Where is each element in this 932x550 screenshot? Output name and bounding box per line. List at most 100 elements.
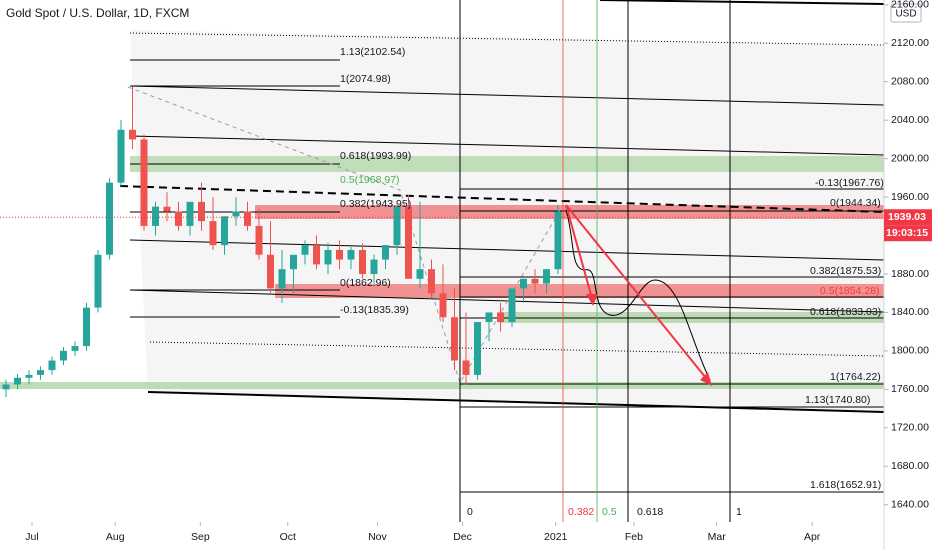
annotation: 0.5 [602,506,617,518]
annotation: 0.618(1993.99) [340,150,411,162]
candle-body [198,201,205,222]
annotation: 1(1764.22) [830,371,881,383]
candle-body [221,216,228,246]
candle-body [60,350,67,361]
candle-body [393,206,401,246]
candle-body [554,211,562,270]
candle-body [267,254,274,289]
candle-body [543,269,550,284]
x-tick-label: Oct [280,531,296,543]
chart-title: Gold Spot / U.S. Dollar, 1D, FXCM [6,6,189,20]
candle-body [244,211,251,226]
annotation: 1.13(2102.54) [340,46,405,58]
fib-zone-green [130,156,884,172]
y-tick-label: 1680.00 [891,460,929,472]
annotation: 1.13(1740.80) [805,394,870,406]
x-tick-label: Mar [708,531,727,543]
x-tick-label: Dec [453,531,472,543]
y-tick-label: 1720.00 [891,422,929,434]
forecast-arrows [565,204,712,386]
candle-body [83,307,90,347]
candle-body [278,269,286,289]
y-tick-label: 1640.00 [891,498,929,510]
annotation: 1 [736,506,742,518]
candle-body [416,269,424,279]
annotation: 1(2074.98) [340,73,391,85]
countdown: 19:03:15 [886,227,928,239]
candle-body [25,374,33,378]
currency: USD [895,9,916,20]
x-tick-label: Nov [368,531,387,543]
candle-body [324,249,332,265]
candle-body [336,249,343,260]
candle-body [497,312,504,323]
y-tick-label: 1960.00 [891,191,929,203]
fib-zone-green [0,382,884,389]
candle-body [439,293,447,318]
annotation: -0.13(1967.76) [815,177,884,189]
candle-body [301,245,309,255]
candle-body [359,249,366,274]
fib-zone-red [275,284,884,298]
candle-body [175,211,182,226]
candle-body [508,288,516,323]
annotation: 0(1862.96) [340,277,391,289]
candle-body [71,346,79,351]
candle-body [140,139,148,226]
candle-body [531,278,539,284]
candle-body [2,384,10,390]
shaded-zone [130,30,884,412]
countdown-tag [884,225,932,242]
last-price: 1939.03 [888,211,926,223]
y-tick-label: 1840.00 [891,306,929,318]
y-tick-label: 2160.00 [891,0,929,11]
x-tick-label: Aug [106,531,125,543]
y-tick-label: 2040.00 [891,114,929,126]
x-tick-label: Sep [191,531,210,543]
annotation: 0.5(1854.28) [820,285,880,297]
candle-body [485,312,493,323]
candle-body [462,360,470,375]
candle-body [163,206,171,212]
annotation: 0.382(1943.95) [340,198,411,210]
candle-body [347,249,355,260]
candle-body [232,211,240,217]
y-tick-label: 2000.00 [891,152,929,164]
candle-body [520,278,527,289]
fib-zone-red [255,205,884,219]
annotation: 1.618(1652.91) [810,479,881,491]
annotation: 0.618(1833.03) [810,306,881,318]
candle-body [382,245,389,260]
candle-body [94,254,102,308]
candle-body [451,317,458,361]
x-tick-label: Jul [25,531,38,543]
y-tick-label: 1800.00 [891,345,929,357]
annotation: 0.5(1968.97) [340,174,400,186]
candle-body [370,259,378,274]
x-tick-label: Feb [625,531,643,543]
candle-body [14,377,21,385]
last-price-tag [884,209,932,226]
x-tick-label: 2021 [544,531,568,543]
candle-body [405,206,412,279]
candle-body [428,269,435,294]
y-tick-label: 1880.00 [891,268,929,280]
candle-body [48,360,56,371]
annotation: -0.13(1835.39) [340,304,409,316]
annotation: 0.382 [568,506,594,518]
candle-body [117,129,125,183]
x-tick-label: Apr [804,531,821,543]
y-tick-label: 2120.00 [891,37,929,49]
candle-body [152,206,159,226]
annotation: 0.382(1875.53) [810,265,881,277]
candle-body [313,245,320,265]
candle-body [37,370,44,375]
candle-body [129,129,136,140]
annotation: 0.618 [637,506,663,518]
annotation: 0 [467,506,473,518]
candle-body [290,254,297,270]
candle-body [186,201,194,226]
candle-body [255,225,263,255]
candle-body [106,182,113,255]
